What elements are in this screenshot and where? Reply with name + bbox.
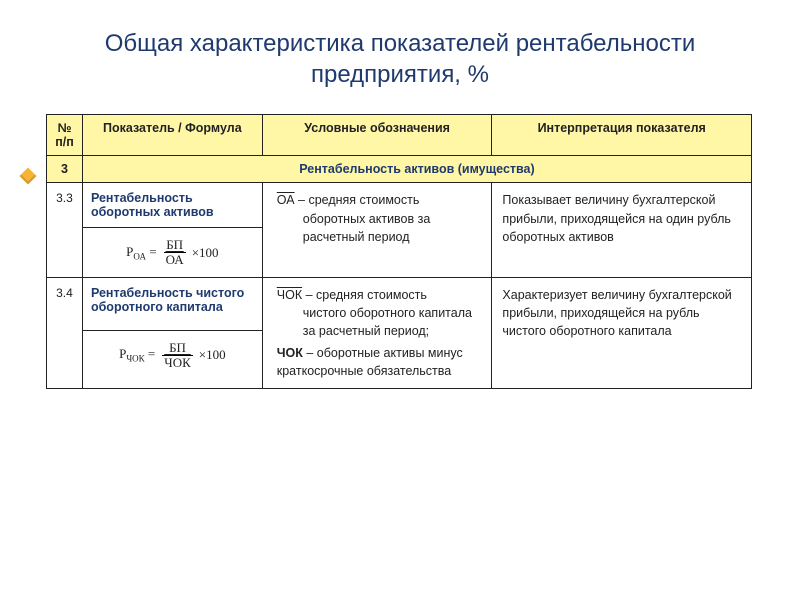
- indicator-name: Рентабельность оборотных активов: [82, 183, 262, 228]
- table-row: 3.3 Рентабельность оборотных активов ОА …: [47, 183, 752, 228]
- row-num: 3.3: [47, 183, 83, 277]
- section-title: Рентабельность активов (имущества): [82, 156, 751, 183]
- symbol-lead: ЧОК: [277, 288, 302, 302]
- header-indicator: Показатель / Формула: [82, 115, 262, 156]
- row-num: 3.4: [47, 277, 83, 389]
- table-header-row: № п/п Показатель / Формула Условные обоз…: [47, 115, 752, 156]
- symbol-rest: чистого оборотного капитала за расчетный…: [277, 304, 482, 340]
- symbol-lead: ОА: [277, 193, 295, 207]
- header-interpretation: Интерпретация показателя: [492, 115, 752, 156]
- interpretation-cell: Показывает величину бухгалтерской прибыл…: [492, 183, 752, 277]
- symbols-cell: ОА – средняя стоимость оборотных активов…: [262, 183, 492, 277]
- indicator-name: Рентабельность чистого оборотного капита…: [82, 277, 262, 330]
- formula: РОА = БПОА ×100: [126, 238, 218, 266]
- symbol-rest-inline: – средняя стоимость: [302, 288, 427, 302]
- profitability-table: № п/п Показатель / Формула Условные обоз…: [46, 114, 752, 389]
- bullet-marker: [20, 168, 37, 185]
- formula: РЧОК = БПЧОК ×100: [119, 341, 226, 369]
- section-num: 3: [47, 156, 83, 183]
- symbol-rest: оборотных активов за расчетный период: [277, 210, 482, 246]
- symbol-rest-inline: – средняя стоимость: [295, 193, 420, 207]
- interpretation-cell: Характеризует величину бухгалтерской при…: [492, 277, 752, 389]
- symbols-cell: ЧОК – средняя стоимость чистого оборотно…: [262, 277, 492, 389]
- section-row: 3 Рентабельность активов (имущества): [47, 156, 752, 183]
- formula-cell: РЧОК = БПЧОК ×100: [82, 330, 262, 388]
- table-row: 3.4 Рентабельность чистого оборотного ка…: [47, 277, 752, 330]
- header-symbols: Условные обозначения: [262, 115, 492, 156]
- symbol-extra: ЧОК – оборотные активы минус краткосрочн…: [277, 344, 482, 380]
- header-num: № п/п: [47, 115, 83, 156]
- formula-cell: РОА = БПОА ×100: [82, 228, 262, 277]
- slide-title: Общая характеристика показателей рентабе…: [0, 0, 800, 108]
